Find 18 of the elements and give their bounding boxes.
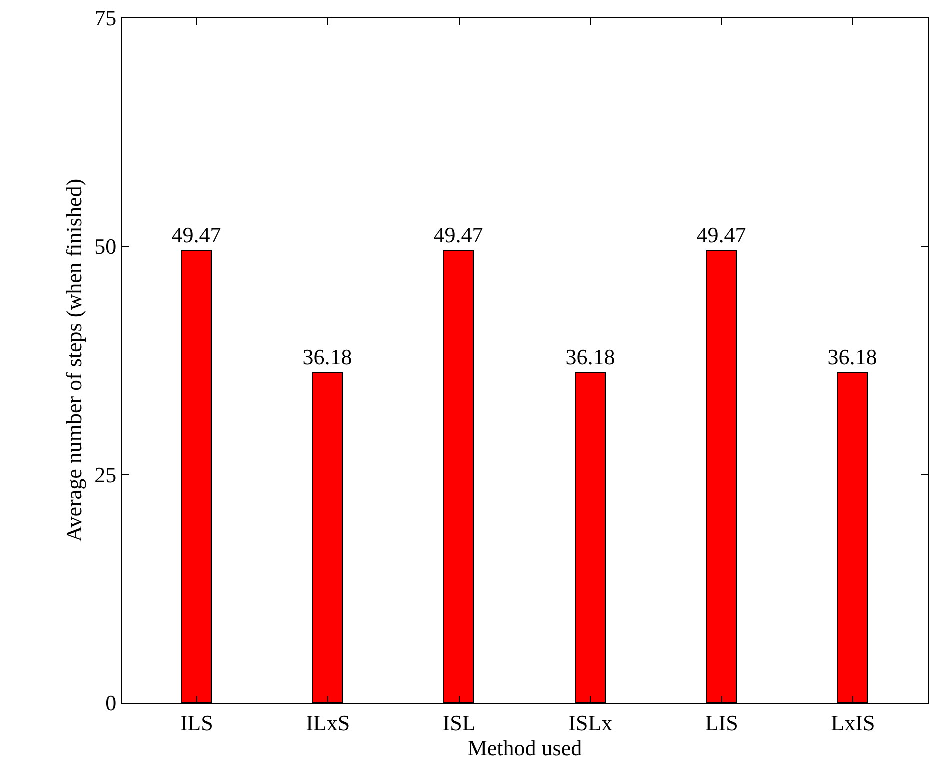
data-label: 49.47 [172,222,222,248]
y-tick-label: 25 [94,462,117,488]
x-tick-label: ILS [180,710,214,736]
data-label: 36.18 [302,344,352,370]
x-axis-title: Method used [468,735,582,760]
data-label: 49.47 [696,222,746,248]
x-tick-label: LIS [705,710,738,736]
x-tick-label: ISL [442,710,476,736]
data-label: 36.18 [566,344,616,370]
y-tick-label: 0 [106,690,117,716]
x-tick-label: ISLx [568,710,613,736]
y-axis-title: Average number of steps (when finished) [61,178,86,542]
data-label: 49.47 [434,222,484,248]
data-label: 36.18 [828,344,878,370]
y-tick-label: 75 [94,6,117,31]
y-tick-label: 50 [94,234,117,260]
x-tick-label: LxIS [831,710,876,736]
x-tick-label: ILxS [306,710,350,736]
